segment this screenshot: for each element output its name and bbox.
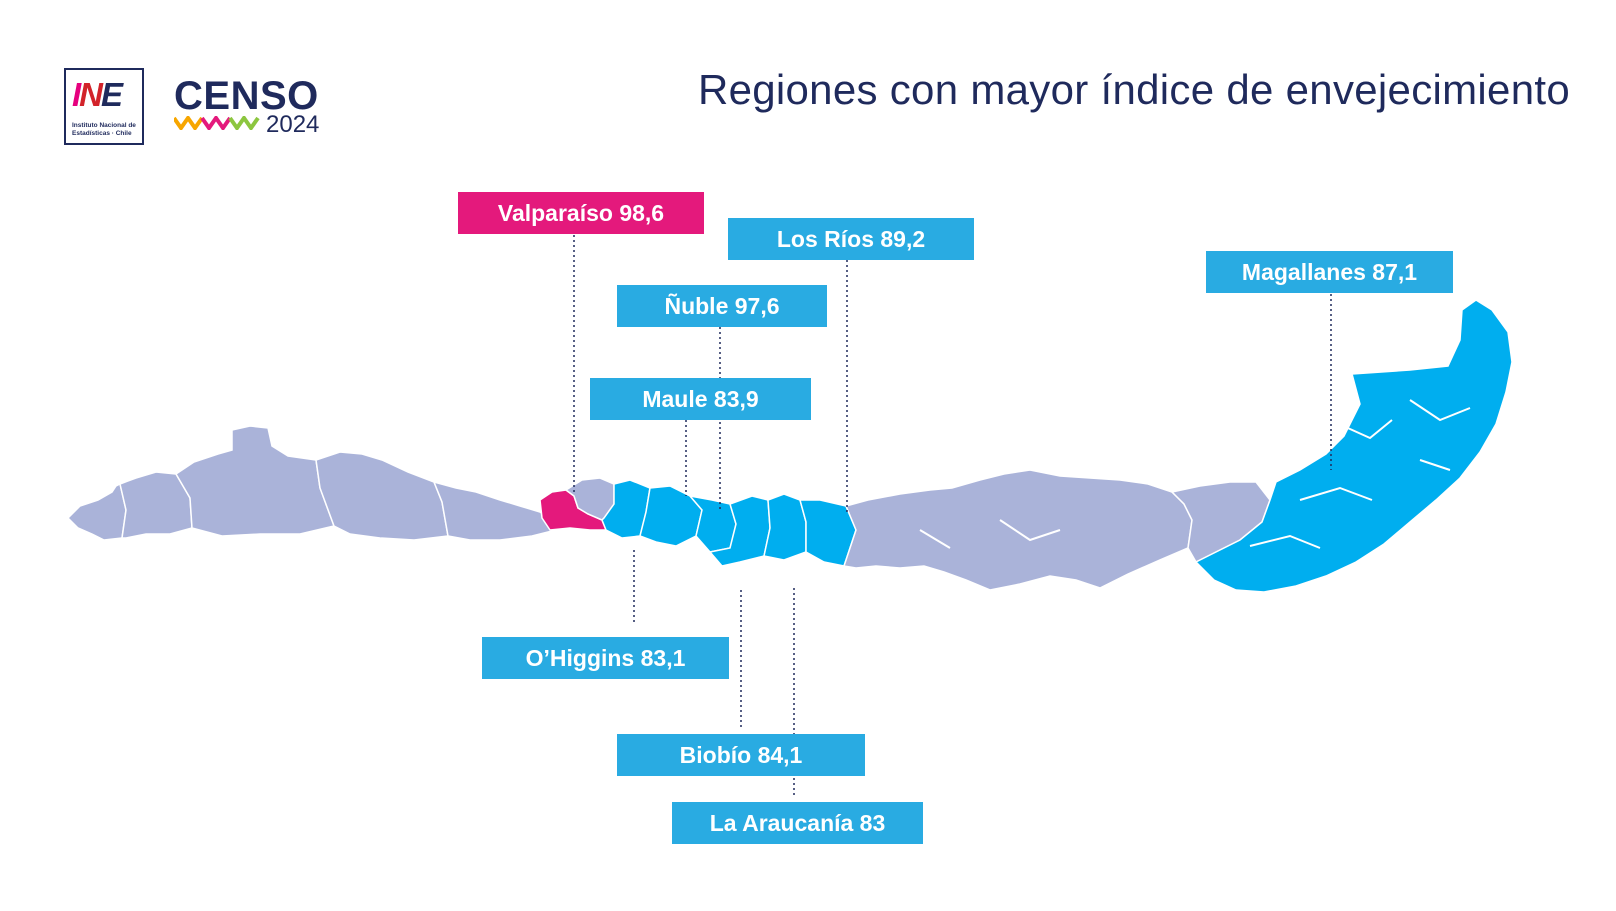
fjord-detail (919, 399, 1471, 549)
region-antofagasta (174, 425, 335, 537)
ine-logo: INE Instituto Nacional de Estadísticas ·… (64, 68, 144, 145)
label-maule: Maule 83,9 (590, 378, 811, 420)
censo-logo-word: CENSO (174, 74, 319, 118)
label-ohiggins: O’Higgins 83,1 (482, 637, 729, 679)
region-maule (639, 485, 703, 547)
region-magallanes (1194, 299, 1513, 593)
censo-logo: CENSO 2024 (174, 74, 344, 144)
label-biobio: Biobío 84,1 (617, 734, 865, 776)
ine-logo-subtitle: Instituto Nacional de Estadísticas · Chi… (72, 122, 136, 137)
ine-logo-mark: INE (72, 76, 123, 113)
region-atacama (315, 451, 449, 541)
region-arica-parinacota (66, 482, 127, 541)
region-tarapaca (119, 471, 193, 539)
region-coquimbo (432, 480, 557, 541)
region-la-araucania (763, 493, 807, 561)
region-los-lagos (843, 469, 1193, 591)
page-title: Regiones con mayor índice de envejecimie… (697, 66, 1570, 113)
label-la-araucania: La Araucanía 83 (672, 802, 923, 844)
label-valparaiso: Valparaíso 98,6 (458, 192, 704, 234)
label-nuble: Ñuble 97,6 (617, 285, 827, 327)
censo-wave-icon (174, 116, 260, 130)
label-los-rios: Los Ríos 89,2 (728, 218, 974, 260)
region-biobio (708, 495, 771, 567)
label-magallanes: Magallanes 87,1 (1206, 251, 1453, 293)
censo-logo-year: 2024 (266, 111, 320, 138)
region-ohiggins (601, 479, 651, 539)
